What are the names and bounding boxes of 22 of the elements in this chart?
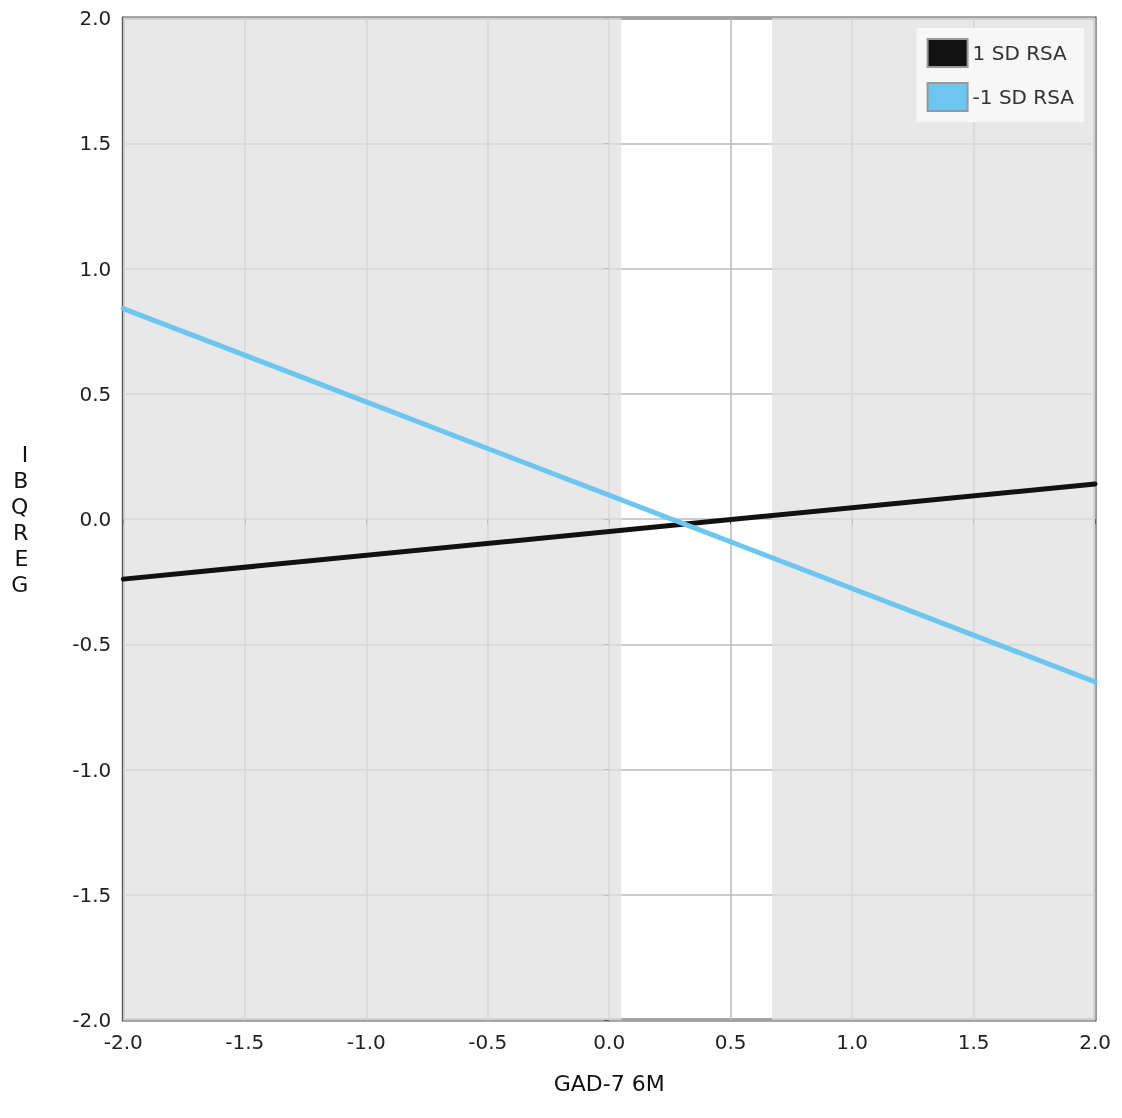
y-tick-label: 2.0	[79, 6, 112, 30]
x-tick-label: -1.0	[346, 1030, 386, 1054]
x-tick-label: 1.0	[836, 1030, 869, 1054]
legend-label: -1 SD RSA	[972, 85, 1075, 109]
x-tick-label: 2.0	[1079, 1030, 1111, 1054]
x-tick-label: -0.5	[468, 1030, 508, 1054]
x-tick-label: 0.0	[593, 1030, 626, 1054]
legend-label: 1 SD RSA	[972, 41, 1068, 65]
y-tick-label: -1.0	[72, 757, 112, 782]
y-tick-label: 1.0	[79, 256, 112, 281]
y-tick-label: 1.5	[79, 131, 112, 156]
x-axis-title: GAD-7 6M	[553, 1070, 665, 1096]
y-tick-label: 0.0	[79, 507, 112, 531]
x-tick-label: 0.5	[714, 1030, 747, 1054]
x-tick-label: -1.5	[225, 1030, 265, 1054]
y-tick-label: 0.5	[79, 381, 112, 406]
y-tick-label: -2.0	[72, 1008, 112, 1032]
y-tick-label: -0.5	[72, 632, 112, 657]
x-tick-label: 1.5	[957, 1030, 990, 1054]
x-tick-label: -2.0	[103, 1030, 143, 1054]
y-tick-label: -1.5	[72, 882, 112, 907]
y-axis-title: IBQREG	[10, 441, 29, 597]
